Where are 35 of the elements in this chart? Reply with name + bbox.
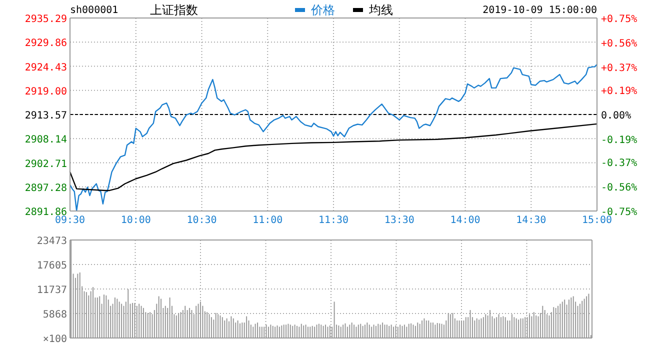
y-tick-label: 5868: [42, 310, 67, 320]
y-tick-label: 11737: [36, 285, 67, 296]
text: +0.37%: [601, 62, 638, 74]
text: -0.19%: [601, 134, 638, 146]
y-tick-label: 2924.43: [24, 62, 67, 74]
text: +0.19%: [601, 86, 638, 98]
chart-subtitle: sh000001: [70, 5, 118, 16]
text: +0.75%: [601, 14, 638, 25]
text: +0.56%: [601, 38, 638, 50]
x-tick-label: 11:00: [252, 215, 283, 226]
x-tick-label: 14:00: [450, 215, 480, 226]
y-tick-label: 23473: [36, 236, 67, 247]
legend-label: 均线: [368, 3, 393, 17]
x-tick-label: 15:00: [582, 215, 612, 226]
y-tick-label: 2929.86: [24, 38, 67, 50]
text: 0.00%: [601, 110, 632, 122]
y-tick-label: 17605: [36, 260, 67, 272]
text: -0.37%: [601, 158, 638, 170]
text: 2019-10-09 15:00:00: [482, 5, 597, 16]
y-tick-label: 2902.71: [24, 158, 67, 170]
x-tick-label: 10:30: [186, 215, 217, 226]
chart-title: 上证指数: [150, 3, 198, 17]
text: -0.56%: [601, 182, 638, 194]
x-tick-label: 09:30: [54, 215, 86, 226]
y-tick-label: 2913.57: [24, 110, 67, 122]
y-tick-label: 2908.14: [24, 134, 67, 146]
legend-label: 价格: [310, 3, 335, 17]
y-tick-label: 2919.00: [24, 86, 67, 98]
x-tick-label: 14:30: [516, 215, 546, 226]
x-tick-label: 10:00: [120, 215, 151, 226]
y-axis-title: ×100: [42, 334, 67, 345]
x-tick-label: 13:30: [384, 215, 414, 226]
y-tick-label: 2935.29: [24, 14, 67, 25]
x-tick-label: 11:30: [318, 215, 349, 226]
y-tick-label: 2897.28: [24, 182, 67, 194]
